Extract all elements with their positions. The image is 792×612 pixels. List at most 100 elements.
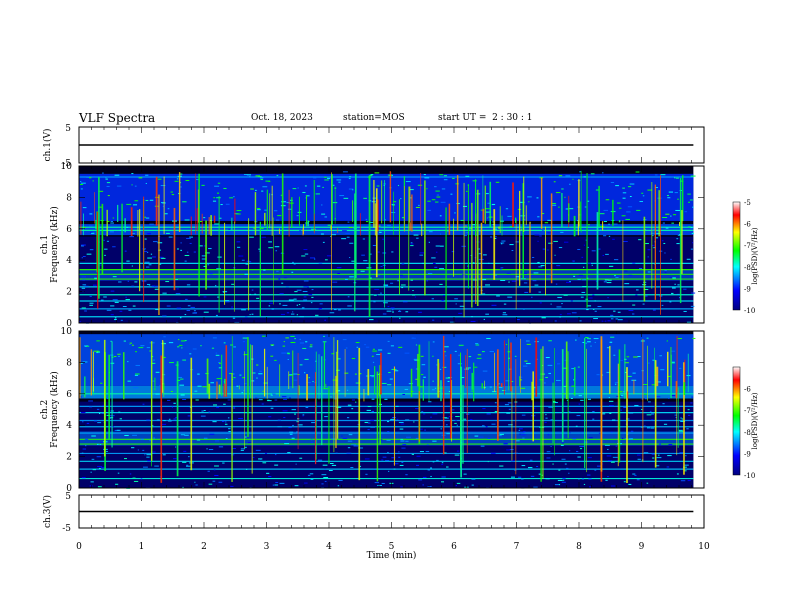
speckle — [374, 288, 380, 290]
speckle — [490, 452, 496, 454]
speckle — [80, 362, 83, 364]
speckle — [281, 396, 287, 398]
speckle — [390, 211, 396, 213]
speckle — [110, 314, 114, 316]
speckle — [351, 399, 355, 401]
speckle — [265, 452, 267, 454]
speckle — [577, 220, 579, 222]
speckle — [155, 393, 160, 395]
speckle — [107, 220, 110, 222]
speckle — [604, 279, 609, 281]
speckle — [315, 314, 319, 316]
speckle — [602, 463, 604, 465]
speckle — [286, 352, 290, 354]
speckle — [419, 252, 425, 254]
speckle — [151, 393, 155, 395]
speckle — [351, 408, 354, 410]
speckle — [342, 171, 348, 173]
speckle — [106, 309, 112, 311]
speckle — [576, 415, 581, 417]
speckle — [471, 316, 473, 318]
speckle — [553, 402, 558, 404]
speckle — [674, 414, 677, 416]
speckle — [520, 379, 522, 381]
speckle — [548, 372, 551, 374]
speckle — [323, 388, 329, 390]
speckle — [556, 306, 562, 308]
speckle — [154, 465, 159, 467]
speckle — [528, 467, 533, 469]
speckle — [497, 435, 502, 437]
speckle — [401, 263, 405, 265]
speckle — [593, 338, 599, 340]
speckle — [530, 475, 535, 477]
speckle — [207, 470, 210, 472]
speckle — [528, 201, 530, 203]
speckle — [489, 236, 493, 238]
speckle — [401, 217, 405, 219]
speckle — [554, 484, 560, 486]
speckle — [653, 247, 656, 249]
speckle — [397, 184, 400, 186]
speckle — [201, 184, 205, 186]
speckle — [646, 337, 649, 339]
speckle — [391, 457, 396, 459]
speckle — [415, 408, 420, 410]
speckle — [379, 231, 382, 233]
speckle — [323, 477, 329, 479]
speckle — [503, 303, 507, 305]
speckle — [419, 428, 423, 430]
speckle — [144, 454, 146, 456]
speckle — [373, 301, 376, 303]
speckle — [184, 314, 187, 316]
speckle — [455, 416, 460, 418]
speckle — [114, 174, 120, 176]
speckle — [82, 361, 88, 363]
speckle — [519, 376, 523, 378]
speckle — [182, 201, 187, 203]
speckle — [629, 195, 632, 197]
speckle — [132, 434, 138, 436]
speckle — [268, 416, 272, 418]
speckle — [577, 278, 581, 280]
speckle — [217, 296, 220, 298]
speckle — [330, 235, 332, 237]
speckle — [91, 435, 96, 437]
speckle — [548, 340, 552, 342]
speckle — [265, 180, 271, 182]
speckle — [563, 479, 565, 481]
speckle — [142, 449, 145, 451]
speckle — [426, 280, 429, 282]
speckle — [84, 345, 89, 347]
speckle — [258, 399, 263, 401]
speckle — [420, 355, 424, 357]
speckle — [415, 344, 418, 346]
speckle — [417, 184, 423, 186]
speckle — [180, 378, 184, 380]
speckle — [349, 242, 354, 244]
speckle — [441, 476, 446, 478]
speckle — [439, 283, 443, 285]
colorbar-tick-label: -9 — [744, 450, 751, 458]
speckle — [296, 304, 299, 306]
speckle — [592, 411, 595, 413]
speckle — [445, 424, 448, 426]
speckle — [496, 295, 500, 297]
speckle — [159, 256, 163, 258]
speckle — [570, 300, 573, 302]
speckle — [99, 190, 104, 192]
speckle — [614, 275, 616, 277]
speckle — [587, 305, 592, 307]
speckle — [287, 452, 291, 454]
speckle — [483, 318, 485, 320]
speckle — [381, 294, 386, 296]
speckle — [405, 311, 409, 313]
speckle — [572, 438, 576, 440]
speckle — [299, 342, 305, 344]
speckle — [472, 262, 475, 264]
speckle — [89, 406, 93, 408]
speckle — [146, 454, 152, 456]
speckle — [351, 260, 355, 262]
speckle — [590, 345, 592, 347]
